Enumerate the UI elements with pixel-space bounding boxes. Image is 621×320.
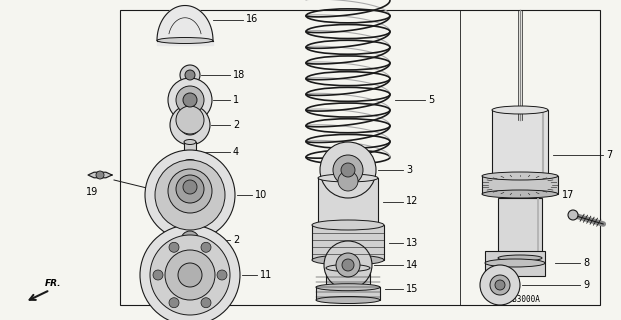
Ellipse shape [165,250,215,300]
Bar [312,225,384,260]
Ellipse shape [178,263,202,287]
Bar [492,110,548,185]
Bar [120,10,600,305]
Ellipse shape [201,298,211,308]
Ellipse shape [176,175,204,203]
Ellipse shape [183,93,197,107]
Ellipse shape [482,190,558,198]
Ellipse shape [180,115,200,135]
Text: 12: 12 [406,196,419,206]
Ellipse shape [170,105,210,145]
Ellipse shape [169,298,179,308]
Polygon shape [157,5,213,41]
Text: 5: 5 [428,95,434,105]
Bar [482,176,558,194]
Ellipse shape [495,280,505,290]
Text: 3: 3 [406,165,412,175]
Ellipse shape [184,140,196,145]
Ellipse shape [316,297,380,303]
Ellipse shape [181,231,199,249]
Ellipse shape [492,106,548,114]
Text: 2: 2 [233,120,239,130]
Text: 13: 13 [406,237,419,247]
Ellipse shape [184,159,196,164]
Ellipse shape [318,221,378,229]
Ellipse shape [180,65,200,85]
Text: FR.: FR. [45,279,61,288]
Ellipse shape [498,255,542,261]
Text: 16: 16 [246,14,258,25]
Ellipse shape [342,259,354,271]
Ellipse shape [140,225,240,320]
Ellipse shape [338,171,358,191]
Bar [485,251,545,276]
Ellipse shape [341,163,355,177]
Ellipse shape [312,220,384,230]
Ellipse shape [326,265,370,271]
Bar [498,198,542,258]
Text: 7: 7 [606,150,612,160]
Ellipse shape [155,160,225,230]
Ellipse shape [176,106,204,134]
Text: 4: 4 [233,147,239,157]
Text: 14: 14 [406,260,419,270]
Ellipse shape [312,255,384,265]
Ellipse shape [568,210,578,220]
Ellipse shape [185,70,195,80]
Text: 11: 11 [260,270,272,280]
Text: 9: 9 [583,280,589,290]
Ellipse shape [176,86,204,114]
Ellipse shape [492,181,548,189]
Ellipse shape [480,265,520,305]
Ellipse shape [333,155,363,185]
Ellipse shape [217,270,227,280]
Bar [184,142,196,162]
Ellipse shape [320,142,376,198]
Polygon shape [157,41,213,44]
Ellipse shape [157,37,213,44]
Ellipse shape [316,284,380,291]
Ellipse shape [490,275,510,295]
Text: S103-B3000A: S103-B3000A [490,295,541,305]
Text: 1: 1 [233,95,239,105]
Text: 19: 19 [86,187,98,197]
Ellipse shape [336,253,360,277]
Ellipse shape [485,259,545,267]
Ellipse shape [482,172,558,180]
Text: 15: 15 [406,284,419,294]
Text: 2: 2 [233,235,239,245]
Ellipse shape [201,242,211,252]
Ellipse shape [172,222,208,258]
Bar [316,287,380,300]
Ellipse shape [168,169,212,213]
Ellipse shape [145,150,235,240]
Text: 10: 10 [255,190,267,200]
Ellipse shape [169,242,179,252]
Text: 17: 17 [562,190,574,200]
Text: 18: 18 [233,70,245,80]
Bar [326,268,370,287]
Ellipse shape [153,270,163,280]
Text: 8: 8 [583,258,589,268]
Ellipse shape [168,78,212,122]
Polygon shape [88,172,112,178]
Ellipse shape [96,171,104,179]
Ellipse shape [324,241,372,289]
Ellipse shape [318,174,378,182]
Ellipse shape [150,235,230,315]
Bar [318,178,378,225]
Ellipse shape [183,180,197,194]
